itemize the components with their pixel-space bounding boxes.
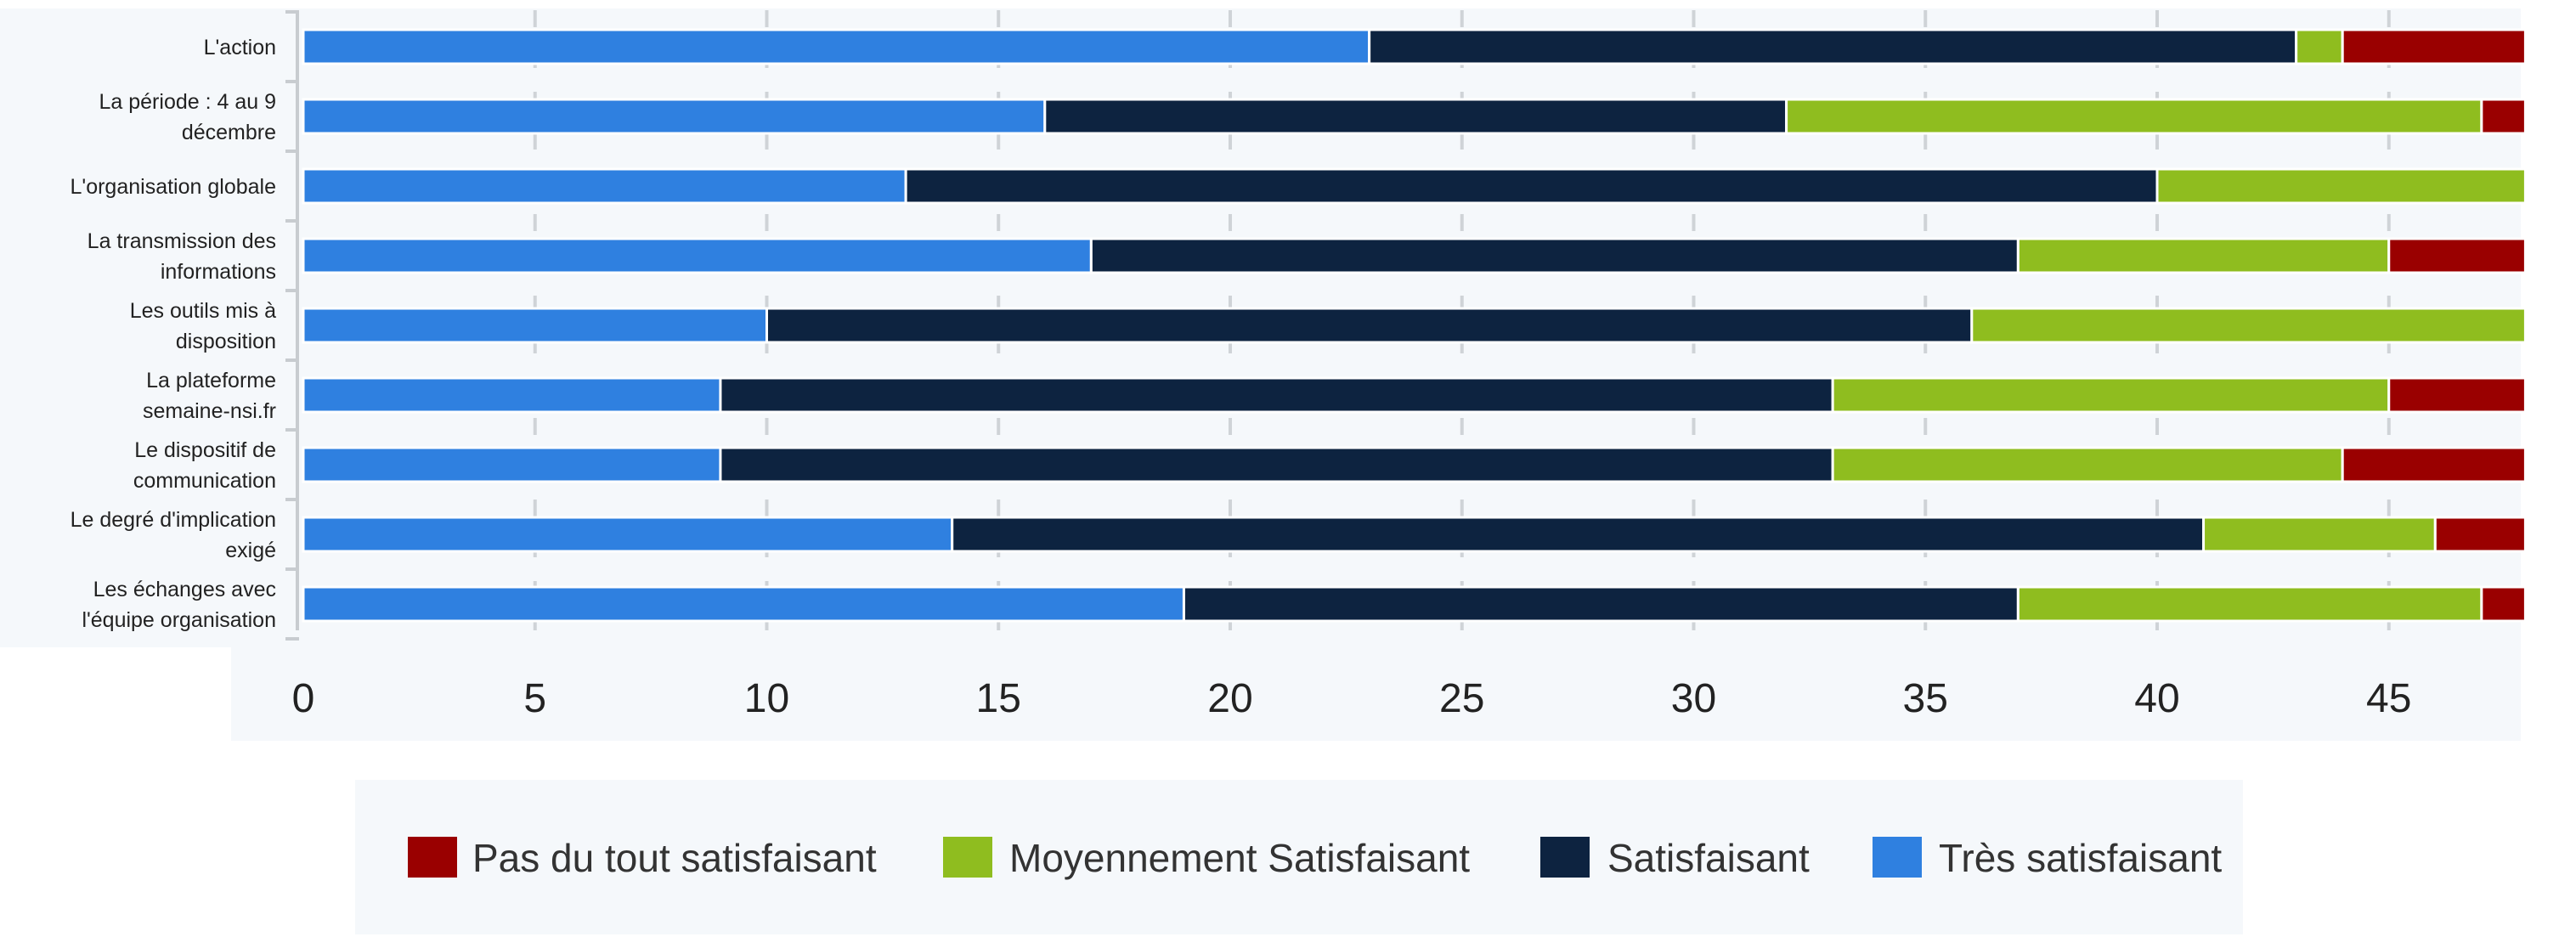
- bar-segment-pas-du-tout-satisfaisant[interactable]: [2341, 28, 2527, 65]
- category-label: La période : 4 au 9 décembre: [99, 90, 277, 144]
- legend-box: [355, 780, 2243, 934]
- legend-swatch: [1540, 837, 1590, 878]
- legend-label: Très satisfaisant: [1939, 836, 2222, 880]
- bar-segment-tr-s-satisfaisant[interactable]: [302, 167, 907, 205]
- bar-segment-tr-s-satisfaisant[interactable]: [302, 237, 1093, 274]
- category-labels: L'action La période : 4 au 9 décembre L'org…: [71, 36, 277, 632]
- x-tick-label: 25: [1439, 676, 1484, 721]
- legend-label: Moyennement Satisfaisant: [1009, 836, 1470, 880]
- bar-segment-tr-s-satisfaisant[interactable]: [302, 446, 722, 483]
- bar-segment-satisfaisant[interactable]: [951, 516, 2206, 553]
- bar-segment-satisfaisant[interactable]: [1089, 237, 2020, 274]
- bar-segment-pas-du-tout-satisfaisant[interactable]: [2433, 516, 2527, 553]
- legend-swatch: [1873, 837, 1922, 878]
- legend: Pas du tout satisfaisant Moyennement Sati…: [408, 836, 2222, 880]
- bar-segment-tr-s-satisfaisant[interactable]: [302, 585, 1185, 623]
- x-tick-label: 30: [1671, 676, 1716, 721]
- bar-segment-moyennement-satisfaisant[interactable]: [2016, 237, 2391, 274]
- legend-label: Pas du tout satisfaisant: [472, 836, 877, 880]
- bar-segment-satisfaisant[interactable]: [719, 376, 1834, 414]
- bar-segment-moyennement-satisfaisant[interactable]: [2016, 585, 2483, 623]
- x-tick-label: 0: [292, 676, 315, 721]
- bar-segment-pas-du-tout-satisfaisant[interactable]: [2480, 585, 2527, 623]
- legend-label: Satisfaisant: [1607, 836, 1810, 880]
- bar-segment-tr-s-satisfaisant[interactable]: [302, 28, 1371, 65]
- legend-swatch: [408, 837, 457, 878]
- bar-segment-tr-s-satisfaisant[interactable]: [302, 307, 768, 344]
- bar-segment-satisfaisant[interactable]: [1182, 585, 2020, 623]
- bar-segment-moyennement-satisfaisant[interactable]: [1970, 307, 2527, 344]
- category-label: La plateforme semaine-nsi.fr: [143, 369, 276, 423]
- bar-segment-tr-s-satisfaisant[interactable]: [302, 376, 722, 414]
- bar-segment-satisfaisant[interactable]: [1043, 98, 1788, 135]
- legend-swatch: [943, 837, 992, 878]
- category-label: Les échanges avec l'équipe organisation: [82, 578, 276, 632]
- bar-segment-pas-du-tout-satisfaisant[interactable]: [2341, 446, 2527, 483]
- bar-segment-tr-s-satisfaisant[interactable]: [302, 98, 1047, 135]
- category-label: La transmission des informations: [88, 229, 276, 284]
- bar-segment-pas-du-tout-satisfaisant[interactable]: [2480, 98, 2527, 135]
- bar-segment-satisfaisant[interactable]: [719, 446, 1834, 483]
- bar-segment-moyennement-satisfaisant[interactable]: [1831, 446, 2344, 483]
- bar-segment-satisfaisant[interactable]: [1368, 28, 2298, 65]
- bar-segment-moyennement-satisfaisant[interactable]: [1831, 376, 2391, 414]
- x-tick-label: 20: [1207, 676, 1252, 721]
- x-tick-label: 40: [2134, 676, 2179, 721]
- category-label: L'organisation globale: [71, 175, 276, 199]
- bar-segment-moyennement-satisfaisant[interactable]: [1785, 98, 2483, 135]
- bar-segment-pas-du-tout-satisfaisant[interactable]: [2387, 237, 2527, 274]
- category-axis-panel: [0, 8, 293, 647]
- bar-segment-tr-s-satisfaisant[interactable]: [302, 516, 954, 553]
- category-label: Le degré d'implication exigé: [71, 508, 276, 562]
- x-tick-label: 15: [976, 676, 1021, 721]
- x-axis-tick-labels: 0 5 10 15 20 25 30 35 40 45: [292, 676, 2412, 721]
- x-tick-label: 5: [523, 676, 546, 721]
- bar-segment-pas-du-tout-satisfaisant[interactable]: [2387, 376, 2527, 414]
- category-label: Le dispositif de communication: [133, 438, 276, 493]
- bar-segment-moyennement-satisfaisant[interactable]: [2155, 167, 2527, 205]
- category-axis: [285, 10, 299, 641]
- x-tick-label: 10: [744, 676, 789, 721]
- x-tick-label: 35: [1903, 676, 1948, 721]
- category-label: Les outils mis à disposition: [130, 299, 276, 353]
- category-label: L'action: [204, 36, 276, 59]
- bar-segment-satisfaisant[interactable]: [904, 167, 2159, 205]
- bars: [302, 28, 2527, 623]
- bar-segment-moyennement-satisfaisant[interactable]: [2202, 516, 2437, 553]
- x-tick-label: 45: [2366, 676, 2411, 721]
- bar-segment-satisfaisant[interactable]: [765, 307, 1974, 344]
- bar-segment-moyennement-satisfaisant[interactable]: [2295, 28, 2344, 65]
